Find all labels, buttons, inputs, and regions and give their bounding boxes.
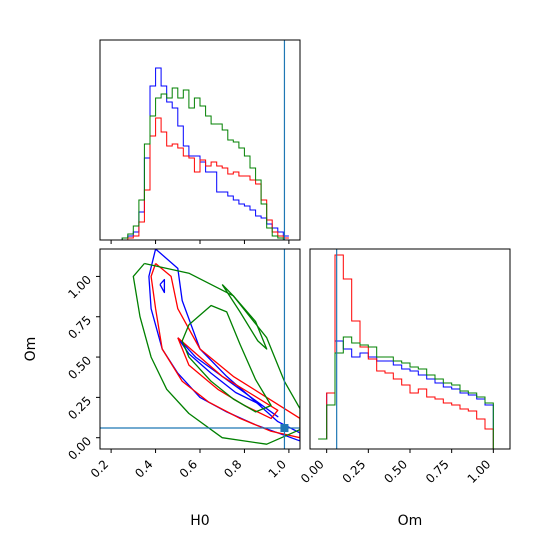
joint-y-axis-label: Om [23, 337, 39, 362]
h0-marginal-panel [99, 39, 301, 244]
contour-series-0-level-0 [148, 249, 300, 442]
contour-series-0-level-1 [177, 337, 279, 418]
om-histogram-steps [318, 254, 502, 450]
contour-series-0-level-2 [159, 278, 166, 294]
contour-series-2-level-1 [181, 304, 272, 413]
om-hist-series-1 [318, 254, 502, 450]
h0-histogram-steps [111, 67, 289, 241]
contour-series-2-level-2 [221, 284, 268, 350]
contour-series-2-level-0 [132, 262, 300, 445]
contour-series-1-level-0 [150, 263, 300, 439]
joint-contours [132, 249, 300, 445]
om-hist-series-2 [318, 336, 502, 450]
h0-marginal-ticks [110, 240, 290, 244]
contour-series-1-level-1 [177, 337, 279, 420]
h0-hist-series-2 [111, 87, 289, 241]
om-x-axis-label: Om [398, 513, 423, 529]
om-hist-series-0 [318, 340, 502, 450]
h0-hist-series-0 [111, 67, 289, 241]
joint-x-axis-label: H0 [190, 513, 209, 529]
joint-truth-marker [280, 424, 289, 433]
